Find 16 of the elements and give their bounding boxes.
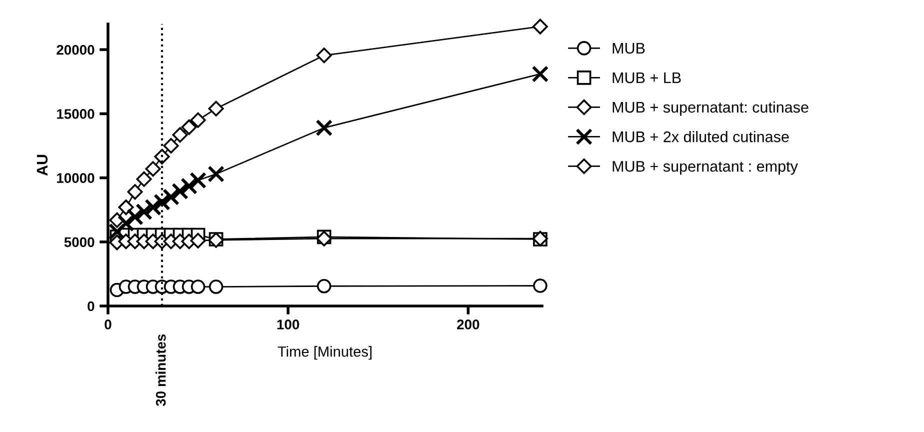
y-tick-label: 5000 xyxy=(64,237,94,248)
x-tick-label: 100 xyxy=(277,320,300,330)
legend-label: MUB + 2x diluted cutinase xyxy=(612,131,789,142)
x-axis-title: Time [Minutes] xyxy=(278,346,372,360)
y-tick-label: 0 xyxy=(88,301,94,312)
legend-label: MUB + LB xyxy=(612,72,681,84)
y-tick-label: 10000 xyxy=(57,173,94,183)
y-axis-title: AU xyxy=(36,154,48,176)
x-tick-label: 200 xyxy=(457,320,480,330)
ref-line-label: 30 minutes xyxy=(156,334,166,406)
y-tick-label: 20000 xyxy=(56,44,94,55)
legend-label: MUB xyxy=(612,43,645,54)
y-tick-label: 15000 xyxy=(57,109,94,119)
x-tick-label: 0 xyxy=(104,320,112,330)
legend-label: MUB + supernatant: cutinase xyxy=(612,101,808,116)
legend-label: MUB + supernatant : empty xyxy=(612,161,798,175)
